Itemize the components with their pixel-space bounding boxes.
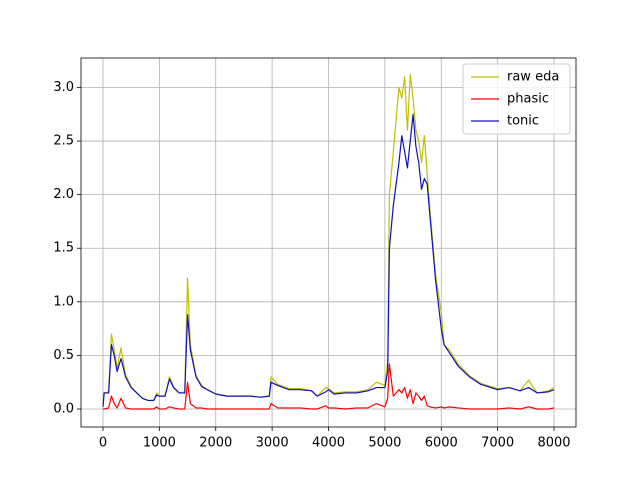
y-tick-label: 1.0 — [53, 294, 74, 309]
legend-label: tonic — [507, 114, 539, 129]
y-tick-label: 0.0 — [53, 401, 74, 416]
y-tick-label: 0.5 — [53, 348, 74, 363]
data-line — [102, 113, 555, 407]
x-tick-label: 2000 — [199, 436, 232, 451]
x-tick-label: 1000 — [143, 436, 176, 451]
y-tick-label: 2.0 — [53, 187, 74, 202]
x-tick-label: 5000 — [368, 436, 401, 451]
y-tick-label: 3.0 — [53, 80, 74, 95]
data-line — [102, 363, 555, 410]
plot-frame — [80, 57, 577, 428]
x-tick-label: 4000 — [312, 436, 345, 451]
x-tick-label: 6000 — [425, 436, 458, 451]
legend-label: raw eda — [507, 70, 559, 85]
y-tick-label: 1.5 — [53, 241, 74, 256]
legend-label: phasic — [507, 92, 549, 107]
legend: raw eda phasic tonic — [462, 63, 571, 135]
x-tick-label: 7000 — [481, 436, 514, 451]
y-tick-label: 2.5 — [53, 134, 74, 149]
x-tick-label: 3000 — [256, 436, 289, 451]
x-tick-label: 0 — [99, 436, 107, 451]
x-tick-label: 8000 — [537, 436, 570, 451]
legend-box — [462, 63, 571, 135]
